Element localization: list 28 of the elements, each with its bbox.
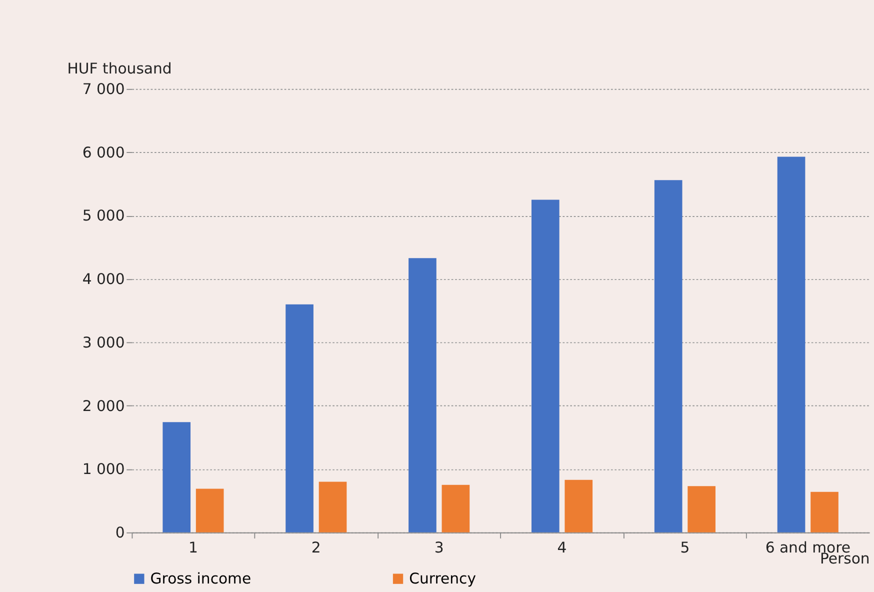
x-tick-label: 4 xyxy=(557,539,567,556)
bar xyxy=(408,258,436,532)
y-tick-label: 5 000 xyxy=(82,208,125,225)
legend-label: Currency xyxy=(409,570,476,588)
bar xyxy=(777,156,806,532)
bar xyxy=(688,486,716,532)
x-tick-label: 5 xyxy=(680,539,690,556)
x-tick-label: 2 xyxy=(311,539,321,556)
y-axis-title: HUF thousand xyxy=(67,60,172,78)
y-tick-label: 7 000 xyxy=(82,81,125,98)
y-tick-label: 1 000 xyxy=(82,461,125,478)
legend-label: Gross income xyxy=(150,570,252,588)
bar xyxy=(286,304,314,532)
x-tick-label: 1 xyxy=(188,539,198,556)
y-tick-label: 0 xyxy=(115,524,125,542)
bar xyxy=(564,480,593,532)
y-tick-label: 3 000 xyxy=(82,334,125,352)
y-tick-label: 4 000 xyxy=(82,271,125,288)
bar xyxy=(442,484,470,532)
y-tick-label: 6 000 xyxy=(82,144,125,162)
bar xyxy=(654,180,682,532)
y-tick-label: 2 000 xyxy=(82,398,125,415)
bar xyxy=(162,422,191,532)
bar xyxy=(196,488,224,532)
bar xyxy=(531,200,560,532)
x-tick-label: 3 xyxy=(434,539,444,556)
bar xyxy=(810,492,838,532)
bar xyxy=(318,482,347,532)
